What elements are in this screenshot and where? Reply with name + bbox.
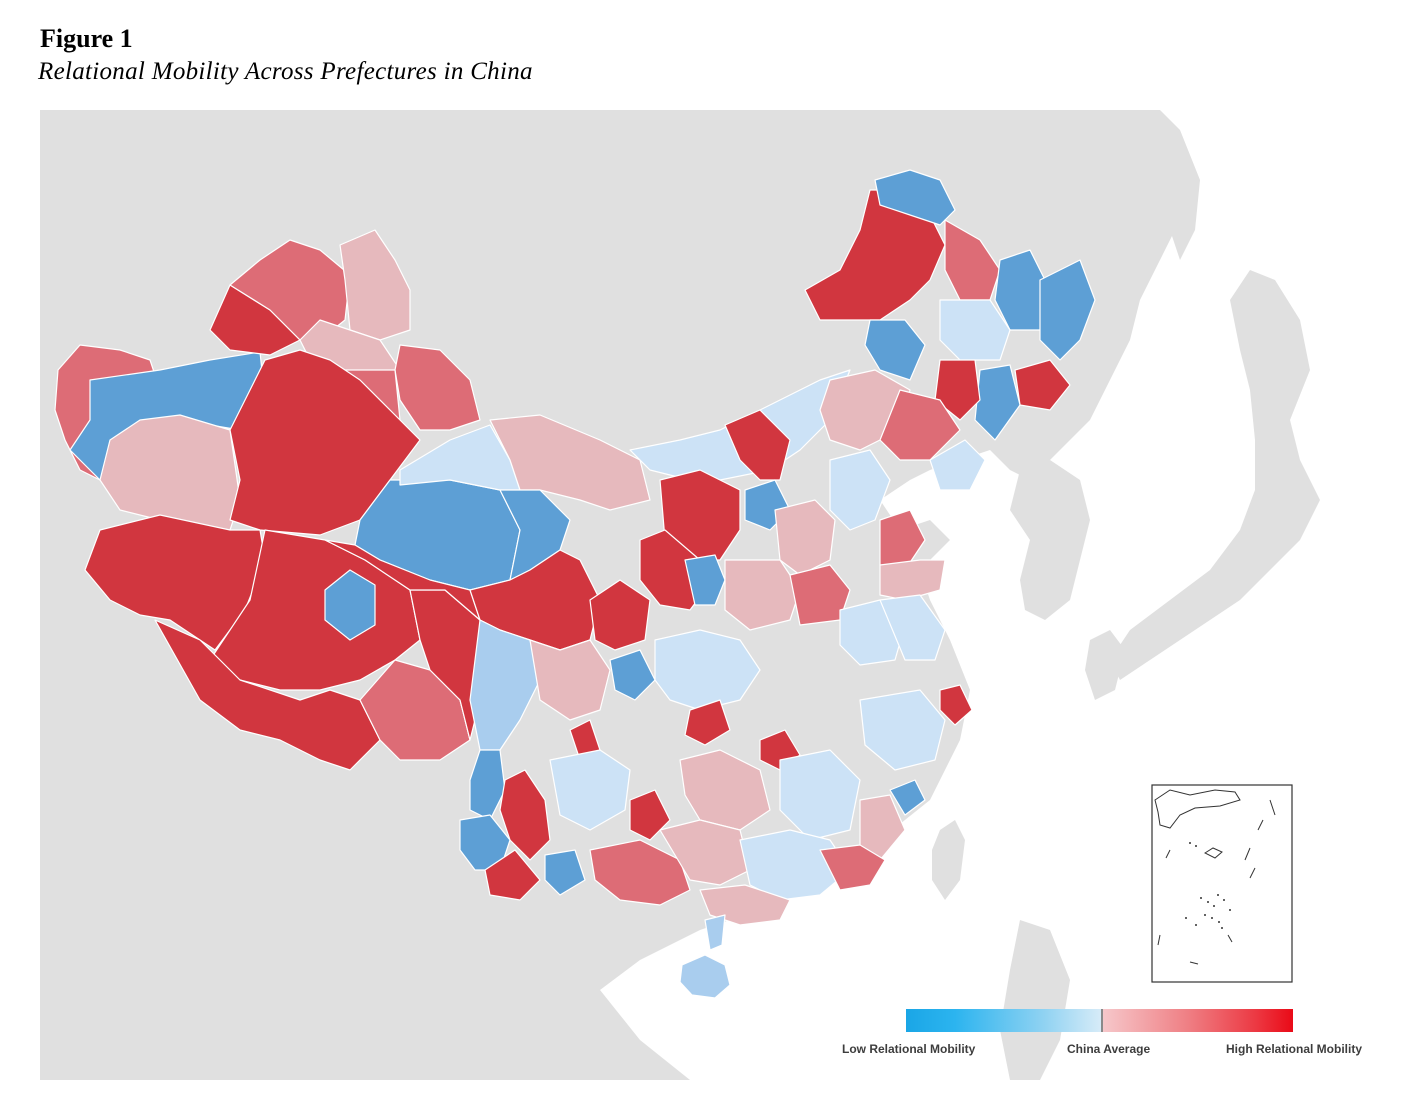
region-yunnan-south-red	[484, 849, 541, 901]
figure-label: Figure 1	[40, 24, 133, 53]
region-henan-red	[789, 564, 851, 626]
region-sichuan-red-cluster	[589, 579, 651, 651]
region-jiangxi-light	[779, 749, 861, 841]
region-guangdong-light	[739, 829, 851, 901]
korea-peninsula	[1010, 460, 1090, 620]
region-jilin-red	[934, 359, 981, 421]
region-jiangsu-light	[879, 594, 946, 661]
region-heilongjiang-mid-light	[939, 299, 1011, 361]
legend-mid-label: China Average	[1067, 1042, 1151, 1056]
japan-islands	[1110, 270, 1320, 680]
region-zhejiang-light	[859, 689, 946, 771]
region-henan-mix	[724, 559, 801, 631]
legend-low-gradient	[906, 1009, 1102, 1032]
region-heilongjiang-north-blue	[874, 169, 956, 226]
region-shaanxi-blue	[684, 554, 726, 606]
region-xinjiang-north-light	[339, 229, 411, 341]
region-shanghai-red	[939, 684, 973, 726]
region-fujian-blue	[889, 779, 926, 816]
region-hunan-light	[679, 749, 771, 831]
region-guizhou-light	[549, 749, 631, 831]
region-hainan-island	[679, 954, 731, 999]
region-heilongjiang-far-east	[1039, 259, 1096, 361]
region-guangxi-red	[589, 839, 691, 906]
legend-average-marker	[1101, 1009, 1103, 1032]
japan-kyushu	[1085, 630, 1125, 700]
region-hubei-red	[684, 699, 731, 746]
region-shandong-light	[879, 559, 946, 601]
region-inner-mongolia-west	[489, 414, 651, 511]
region-xinjiang-hami	[394, 344, 481, 431]
region-chongqing-blue	[609, 649, 656, 701]
region-xinjiang-bayingolin	[229, 349, 421, 536]
south-china-sea-inset	[1151, 784, 1293, 983]
region-sichuan-central-light	[529, 639, 611, 721]
region-qinghai-lake-blue	[324, 569, 376, 641]
region-xinjiang-kashgar	[99, 414, 241, 531]
legend-high-gradient	[1102, 1009, 1293, 1032]
region-hebei-red-coast	[879, 509, 926, 571]
figure-title: Relational Mobility Across Prefectures i…	[38, 58, 533, 85]
legend-low-label: Low Relational Mobility	[842, 1042, 976, 1056]
region-yunnan-red	[499, 769, 551, 861]
region-yunnan-east-blue	[544, 849, 586, 896]
region-sichuan-west-blue	[469, 619, 541, 751]
region-fujian-light	[859, 794, 906, 861]
region-guangdong-red	[819, 844, 886, 891]
sakhalin-island	[1160, 110, 1200, 260]
region-guangdong-south	[699, 884, 791, 926]
taiwan-island	[932, 820, 965, 900]
legend-color-scale	[906, 1009, 1293, 1032]
philippines-islands	[1000, 920, 1070, 1080]
region-liaoning-mix	[929, 439, 986, 491]
legend-high-label: High Relational Mobility	[1226, 1042, 1363, 1056]
region-hubei-light	[654, 629, 761, 711]
region-heilongjiang-blue-w	[864, 319, 926, 381]
region-jilin-red-east	[1014, 359, 1071, 411]
region-leizhou-blue	[704, 914, 726, 951]
region-jilin-blue	[974, 364, 1021, 441]
region-inner-mongolia-baotou	[724, 409, 791, 481]
region-hebei-light	[829, 449, 891, 531]
